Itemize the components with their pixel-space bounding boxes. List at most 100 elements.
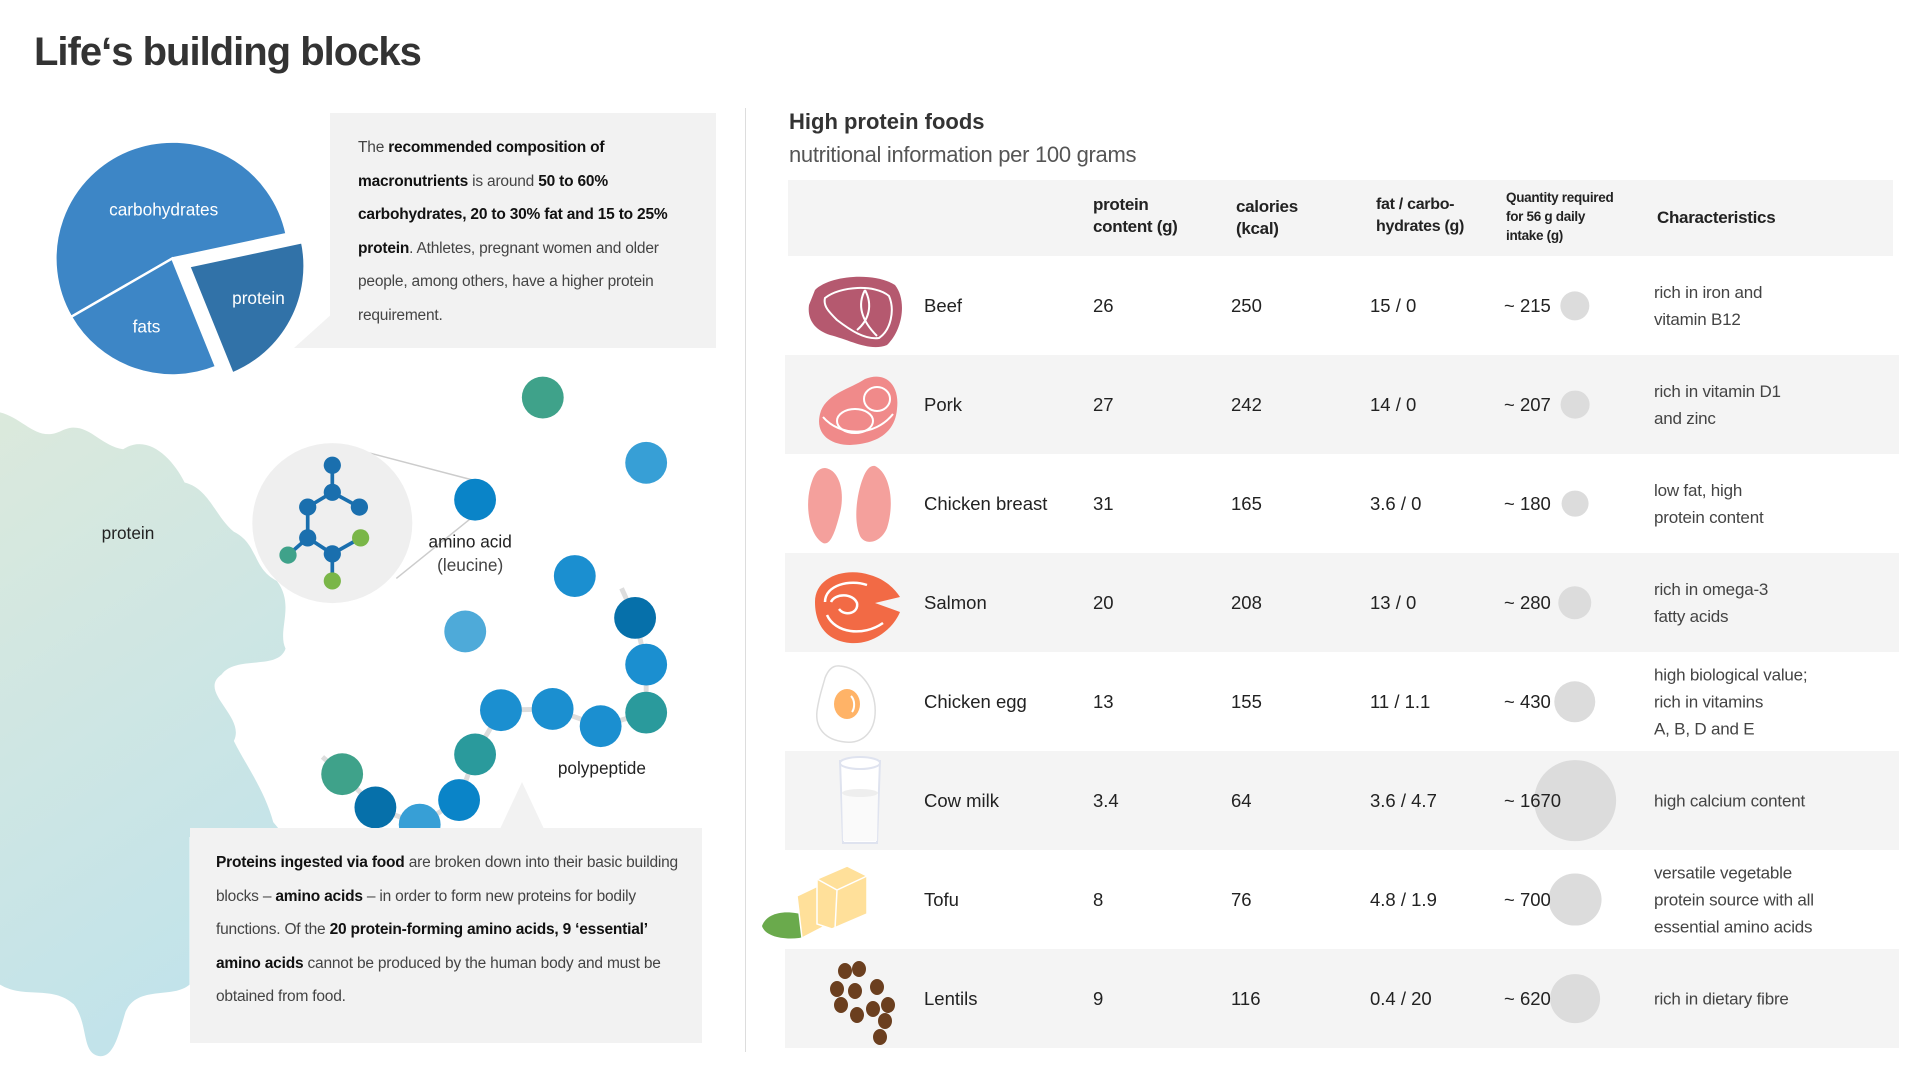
pie-slice-protein — [185, 239, 308, 377]
egg-icon — [816, 665, 876, 743]
table-row-tofu: Tofu 8 76 4.8 / 1.9 ~ 700 versatile vegetable… — [762, 850, 1899, 949]
protein-value: 31 — [1093, 492, 1114, 514]
characteristics: rich in iron and vitamin B12 — [1654, 279, 1763, 333]
protein-value: 26 — [1093, 294, 1114, 316]
header-protein: protein content (g) — [1093, 194, 1178, 238]
quantity-value: ~ 180 — [1504, 492, 1551, 514]
tofu-icon — [762, 865, 868, 940]
calories-value: 250 — [1231, 294, 1262, 316]
protein-value: 13 — [1093, 690, 1114, 712]
fat-carbs-value: 13 / 0 — [1370, 591, 1417, 613]
quantity-bubble — [1558, 585, 1592, 620]
fat-carbs-value: 0.4 / 20 — [1370, 987, 1432, 1009]
characteristic-line: rich in iron and — [1654, 282, 1763, 302]
text-segment: cannot be produced by the human body and… — [216, 954, 661, 1006]
quantity-bubble — [1560, 290, 1590, 321]
characteristic-line: high calcium content — [1654, 791, 1805, 810]
quantity-value: ~ 1670 — [1504, 789, 1562, 811]
quantity-bubble — [1550, 973, 1600, 1024]
calories-value: 64 — [1231, 789, 1252, 811]
quantity-bubble — [1534, 759, 1616, 842]
food-name: Lentils — [924, 987, 978, 1009]
protein-value: 3.4 — [1093, 789, 1119, 811]
quantity-bubble — [1548, 873, 1602, 926]
fat-carbs-value: 15 / 0 — [1370, 294, 1417, 316]
calories-value: 165 — [1231, 492, 1262, 514]
characteristic-line: essential amino acids — [1654, 917, 1813, 936]
header-line: for 56 g daily — [1506, 209, 1586, 224]
calories-value: 155 — [1231, 690, 1262, 712]
food-name: Chicken egg — [924, 690, 1027, 712]
text-segment: . Athletes, pregnant women and older peo… — [358, 239, 659, 324]
characteristic-line: A, B, D and E — [1654, 719, 1755, 738]
characteristics: versatile vegetable protein source with a… — [1654, 859, 1814, 940]
header-fat-carbs: fat / carbo-hydrates (g) — [1376, 194, 1464, 238]
calories-value: 208 — [1231, 591, 1262, 613]
characteristic-line: vitamin B12 — [1654, 309, 1741, 329]
characteristics: low fat, high protein content — [1654, 477, 1764, 531]
header-line: protein — [1093, 195, 1149, 214]
calories-value: 242 — [1231, 393, 1262, 415]
pie-label-fats: fats — [133, 316, 161, 336]
pie-slice-fats — [69, 256, 218, 377]
characteristic-line: rich in vitamin D1 — [1654, 381, 1781, 401]
quantity-bubble — [1560, 390, 1590, 419]
text-segment: are broken down into their basic buildin… — [216, 854, 678, 905]
page-title: Life‘s building blocks — [34, 30, 422, 74]
table-row-pork: Pork 27 242 14 / 0 ~ 207 rich in vitamin D1 an… — [785, 355, 1899, 454]
protein-value: 27 — [1093, 393, 1114, 415]
fat-carbs-value: 4.8 / 1.9 — [1370, 888, 1437, 910]
quantity-value: ~ 620 — [1504, 987, 1551, 1009]
leucine-label: (leucine) — [437, 555, 503, 575]
characteristics: rich in omega-3 fatty acids — [1654, 576, 1768, 630]
polypeptide-label: polypeptide — [558, 758, 646, 778]
macronutrient-pie: carbohydrates fats protein — [54, 140, 308, 377]
protein-value: 9 — [1093, 987, 1104, 1009]
calories-value: 116 — [1231, 987, 1261, 1009]
header-line: Quantity required — [1506, 190, 1614, 205]
text-segment-bold: recommended composition of macronutrient… — [358, 139, 605, 190]
pie-label-carbohydrates: carbohydrates — [109, 199, 218, 219]
protein-value: 20 — [1093, 591, 1114, 613]
fat-carbs-value: 11 / 1.1 — [1370, 690, 1431, 712]
section-divider — [745, 108, 746, 1052]
quantity-bubble — [1554, 680, 1596, 723]
characteristics: high calcium content — [1654, 787, 1805, 814]
protein-label: protein — [102, 523, 155, 543]
characteristic-line: protein source with all — [1654, 890, 1814, 909]
text-segment-bold: amino acids — [275, 887, 363, 905]
table-row-beef: Beef 26 250 15 / 0 ~ 215 rich in iron and vita… — [785, 256, 1899, 355]
quantity-value: ~ 215 — [1504, 294, 1551, 316]
quantity-value: ~ 207 — [1504, 393, 1551, 415]
fat-carbs-value: 3.6 / 0 — [1370, 492, 1422, 514]
header-calories: calories (kcal) — [1236, 196, 1298, 240]
chicken-breast-icon — [808, 465, 891, 544]
header-line: fat / carbo- — [1376, 196, 1455, 213]
fat-carbs-value: 14 / 0 — [1370, 393, 1417, 415]
food-name: Tofu — [924, 888, 959, 910]
salmon-icon — [815, 572, 900, 644]
characteristic-line: and zinc — [1654, 408, 1716, 428]
protein-value: 8 — [1093, 888, 1104, 910]
characteristic-line: rich in dietary fibre — [1654, 989, 1789, 1008]
characteristic-line: versatile vegetable — [1654, 863, 1792, 882]
quantity-value: ~ 430 — [1504, 690, 1551, 712]
food-name: Salmon — [924, 591, 987, 613]
beef-icon — [808, 276, 902, 348]
table-title: High protein foods — [789, 109, 985, 134]
amino-acid-label: amino acid — [429, 532, 512, 552]
text-segment: The — [358, 139, 389, 156]
leucine-molecule — [252, 443, 474, 604]
protein-blob — [0, 412, 286, 1057]
table-subtitle: nutritional information per 100 grams — [789, 142, 1137, 167]
fat-carbs-value: 3.6 / 4.7 — [1370, 789, 1437, 811]
header-characteristics: Characteristics — [1657, 208, 1776, 227]
table-row-salmon: Salmon 20 208 13 / 0 ~ 280 rich in omega-3 fat… — [785, 553, 1899, 652]
quantity-value: ~ 700 — [1504, 888, 1551, 910]
pie-slice-carbohydrates — [54, 140, 289, 319]
header-line: calories — [1236, 197, 1298, 216]
characteristic-line: rich in omega-3 — [1654, 579, 1769, 599]
food-name: Cow milk — [924, 789, 1000, 811]
characteristic-line: low fat, high — [1654, 480, 1743, 500]
